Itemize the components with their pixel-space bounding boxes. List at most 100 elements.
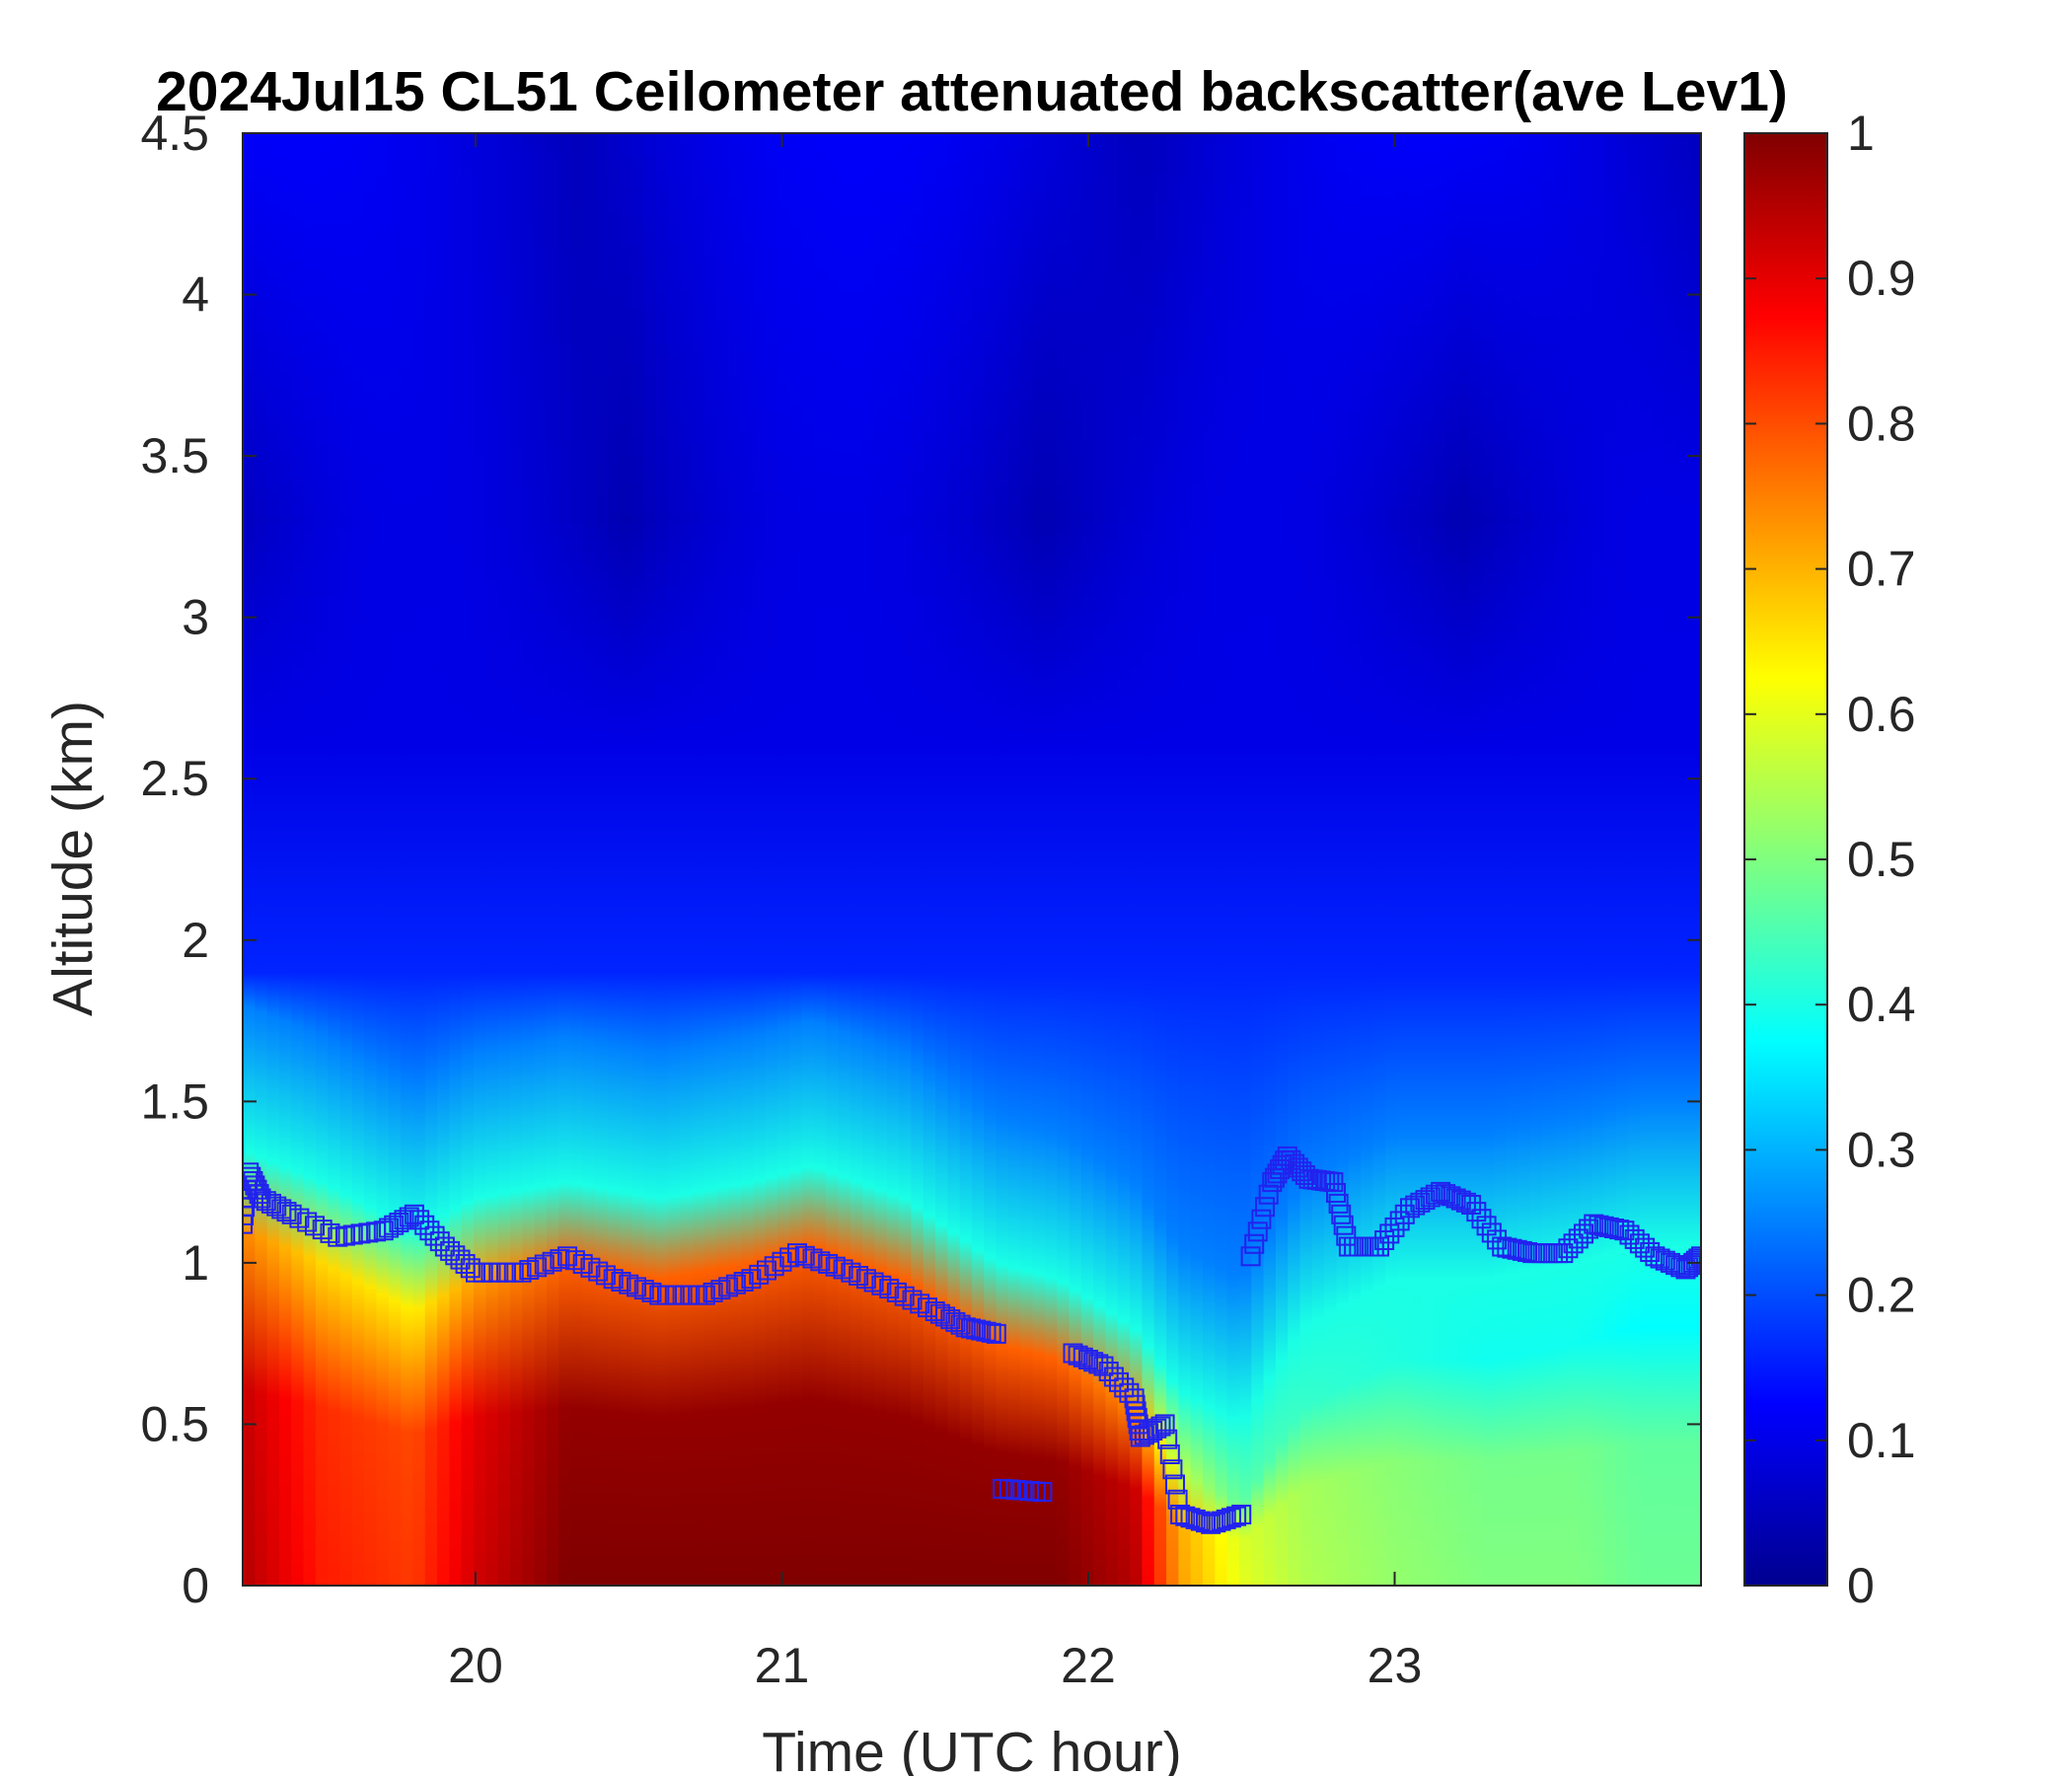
boundary-layer-height-markers bbox=[243, 1146, 1701, 1534]
x-tick-label: 21 bbox=[755, 1638, 810, 1693]
heatmap-column bbox=[437, 133, 451, 1586]
heatmap-column bbox=[1238, 133, 1253, 1586]
heatmap-column bbox=[278, 133, 293, 1586]
blh-marker bbox=[424, 1225, 445, 1246]
heatmap-column bbox=[1469, 133, 1484, 1586]
blh-marker bbox=[902, 1290, 923, 1310]
blh-marker bbox=[695, 1285, 715, 1305]
blh-marker bbox=[1476, 1216, 1497, 1236]
blh-marker bbox=[710, 1280, 731, 1300]
blh-marker bbox=[580, 1257, 601, 1278]
y-tick-label: 2.5 bbox=[140, 751, 209, 806]
blh-marker bbox=[1502, 1238, 1522, 1259]
blh-marker bbox=[1688, 1248, 1701, 1269]
plot-frame bbox=[242, 132, 1702, 1587]
heatmap-column bbox=[1372, 133, 1386, 1586]
heatmap-column bbox=[509, 133, 524, 1586]
heatmap-column bbox=[1457, 133, 1471, 1586]
heatmap-column bbox=[984, 133, 998, 1586]
blh-marker bbox=[945, 1311, 966, 1332]
heatmap-column bbox=[595, 133, 609, 1586]
blh-marker bbox=[1114, 1377, 1135, 1398]
blh-marker bbox=[1162, 1459, 1183, 1480]
heatmap-column bbox=[558, 133, 572, 1586]
heatmap-column bbox=[643, 133, 657, 1586]
heatmap-column bbox=[461, 133, 476, 1586]
blh-marker bbox=[534, 1254, 555, 1275]
x-tick-label: 20 bbox=[448, 1638, 503, 1693]
blh-marker bbox=[886, 1282, 907, 1302]
heatmap-column bbox=[728, 133, 742, 1586]
heatmap-column bbox=[1093, 133, 1107, 1586]
heatmap-column bbox=[1044, 133, 1059, 1586]
heatmap-column bbox=[753, 133, 767, 1586]
colorbar-tick-label: 0.2 bbox=[1847, 1268, 1916, 1323]
blh-marker bbox=[335, 1225, 355, 1246]
y-tick-label: 4 bbox=[182, 267, 209, 323]
blh-marker bbox=[1098, 1362, 1119, 1381]
heatmap-column bbox=[522, 133, 536, 1586]
blh-marker bbox=[611, 1272, 631, 1292]
heatmap-column bbox=[959, 133, 973, 1586]
y-tick-label: 1.5 bbox=[140, 1073, 209, 1129]
heatmap-column bbox=[692, 133, 706, 1586]
blh-marker bbox=[603, 1269, 624, 1290]
heatmap-column bbox=[886, 133, 901, 1586]
heatmap-column bbox=[874, 133, 888, 1586]
blh-marker bbox=[1231, 1505, 1252, 1524]
heatmap-column bbox=[497, 133, 511, 1586]
blh-marker bbox=[1384, 1217, 1405, 1237]
blh-marker bbox=[1211, 1511, 1231, 1531]
heatmap-column bbox=[899, 133, 913, 1586]
heatmap-column bbox=[631, 133, 645, 1586]
blh-marker bbox=[1328, 1193, 1349, 1214]
blh-marker bbox=[703, 1282, 723, 1302]
blh-marker bbox=[527, 1257, 548, 1278]
blh-marker bbox=[855, 1269, 876, 1290]
heatmap-column bbox=[328, 133, 341, 1586]
heatmap-column bbox=[1105, 133, 1119, 1586]
blh-marker bbox=[542, 1251, 562, 1272]
blh-marker bbox=[641, 1282, 662, 1302]
heatmap-column bbox=[401, 133, 414, 1586]
heatmap-column bbox=[1203, 133, 1217, 1586]
blh-marker bbox=[1481, 1222, 1502, 1243]
heatmap-column bbox=[1530, 133, 1544, 1586]
colorbar: 0 0.1 0.2 0.3 0.4 0.5 0.6 0.7 0.8 0.9 1 bbox=[1743, 106, 1916, 1613]
heatmap bbox=[243, 133, 1701, 1586]
heatmap-column bbox=[1494, 133, 1508, 1586]
heatmap-column bbox=[1579, 133, 1593, 1586]
heatmap-column bbox=[1020, 133, 1034, 1586]
blh-marker bbox=[1170, 1505, 1191, 1524]
blh-marker bbox=[810, 1251, 831, 1272]
heatmap-column bbox=[582, 133, 597, 1586]
heatmap-column bbox=[1603, 133, 1617, 1586]
blh-marker bbox=[1078, 1350, 1098, 1369]
blh-marker bbox=[1336, 1225, 1357, 1246]
heatmap-column bbox=[546, 133, 560, 1586]
heatmap-column bbox=[1215, 133, 1228, 1586]
x-tick-label: 23 bbox=[1368, 1638, 1423, 1693]
blh-marker bbox=[950, 1314, 971, 1335]
blh-marker bbox=[1157, 1429, 1178, 1449]
heatmap-column bbox=[789, 133, 803, 1586]
heatmap-column bbox=[850, 133, 864, 1586]
blh-marker bbox=[1247, 1221, 1268, 1242]
blh-marker bbox=[833, 1259, 853, 1280]
colorbar-tick-label: 0.6 bbox=[1847, 687, 1916, 742]
heatmap-column bbox=[1361, 133, 1374, 1586]
heatmap-column bbox=[1336, 133, 1350, 1586]
heatmap-column bbox=[315, 133, 330, 1586]
heatmap-column bbox=[655, 133, 670, 1586]
blh-marker bbox=[1244, 1233, 1265, 1254]
heatmap-column bbox=[1652, 133, 1666, 1586]
heatmap-column bbox=[291, 133, 305, 1586]
colorbar-tick-label: 0 bbox=[1847, 1558, 1875, 1613]
colorbar-tick-label: 1 bbox=[1847, 106, 1875, 161]
blh-marker bbox=[342, 1224, 363, 1245]
y-axis-label: Altitude (km) bbox=[41, 701, 105, 1016]
colorbar-tick-label: 0.9 bbox=[1847, 251, 1916, 306]
heatmap-column bbox=[1542, 133, 1557, 1586]
heatmap-column bbox=[826, 133, 840, 1586]
